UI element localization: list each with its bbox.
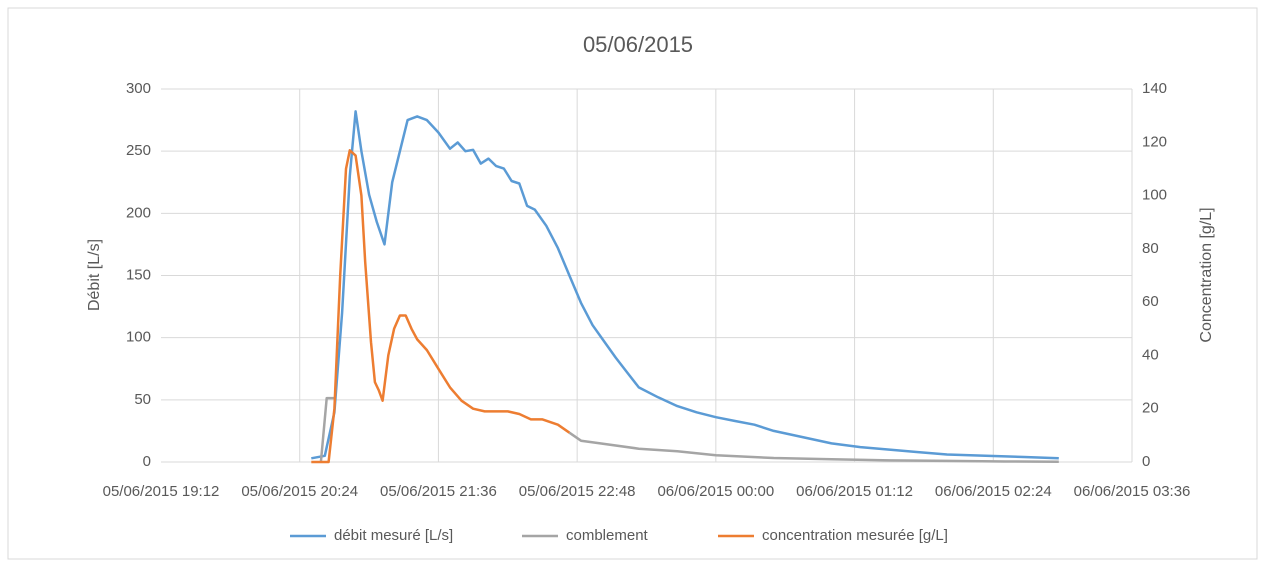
y2-tick-label: 140 — [1142, 80, 1167, 97]
x-tick-label: 05/06/2015 22:48 — [519, 483, 636, 500]
x-tick-label: 05/06/2015 19:12 — [103, 483, 220, 500]
y2-axis-title: Concentration [g/L] — [1198, 207, 1215, 342]
y-tick-label: 200 — [126, 204, 151, 221]
y2-tick-label: 60 — [1142, 293, 1159, 310]
x-tick-label: 05/06/2015 21:36 — [380, 483, 497, 500]
x-tick-label: 06/06/2015 00:00 — [657, 483, 774, 500]
chart-title: 05/06/2015 — [583, 32, 693, 57]
legend-label: concentration mesurée [g/L] — [762, 527, 948, 544]
series-line — [319, 396, 1059, 463]
y2-tick-label: 20 — [1142, 400, 1159, 417]
x-tick-label: 06/06/2015 02:24 — [935, 483, 1052, 500]
y2-tick-label: 120 — [1142, 133, 1167, 150]
y-tick-label: 150 — [126, 266, 151, 283]
series-line — [311, 110, 1059, 460]
legend-label: comblement — [566, 527, 649, 544]
y2-tick-label: 40 — [1142, 346, 1159, 363]
legend-label: débit mesuré [L/s] — [334, 527, 453, 544]
chart-frame — [7, 7, 1258, 560]
y-tick-label: 250 — [126, 142, 151, 159]
y2-tick-label: 100 — [1142, 187, 1167, 204]
y2-tick-label: 80 — [1142, 240, 1159, 257]
y-tick-label: 50 — [134, 391, 151, 408]
y2-tick-label: 0 — [1142, 453, 1150, 470]
x-tick-label: 06/06/2015 03:36 — [1074, 483, 1191, 500]
y-axis-title: Débit [L/s] — [86, 239, 103, 311]
series-line — [311, 149, 571, 464]
x-tick-label: 06/06/2015 01:12 — [796, 483, 913, 500]
y-tick-label: 100 — [126, 329, 151, 346]
x-tick-label: 05/06/2015 20:24 — [241, 483, 358, 500]
y-tick-label: 0 — [143, 453, 151, 470]
y-tick-label: 300 — [126, 80, 151, 97]
